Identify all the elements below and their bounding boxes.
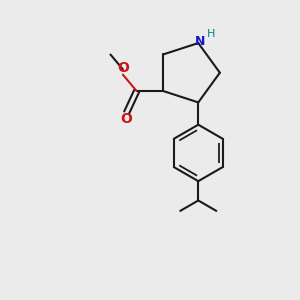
Text: O: O bbox=[117, 61, 129, 75]
Text: O: O bbox=[121, 112, 133, 126]
Text: N: N bbox=[195, 35, 205, 48]
Text: H: H bbox=[207, 28, 215, 38]
